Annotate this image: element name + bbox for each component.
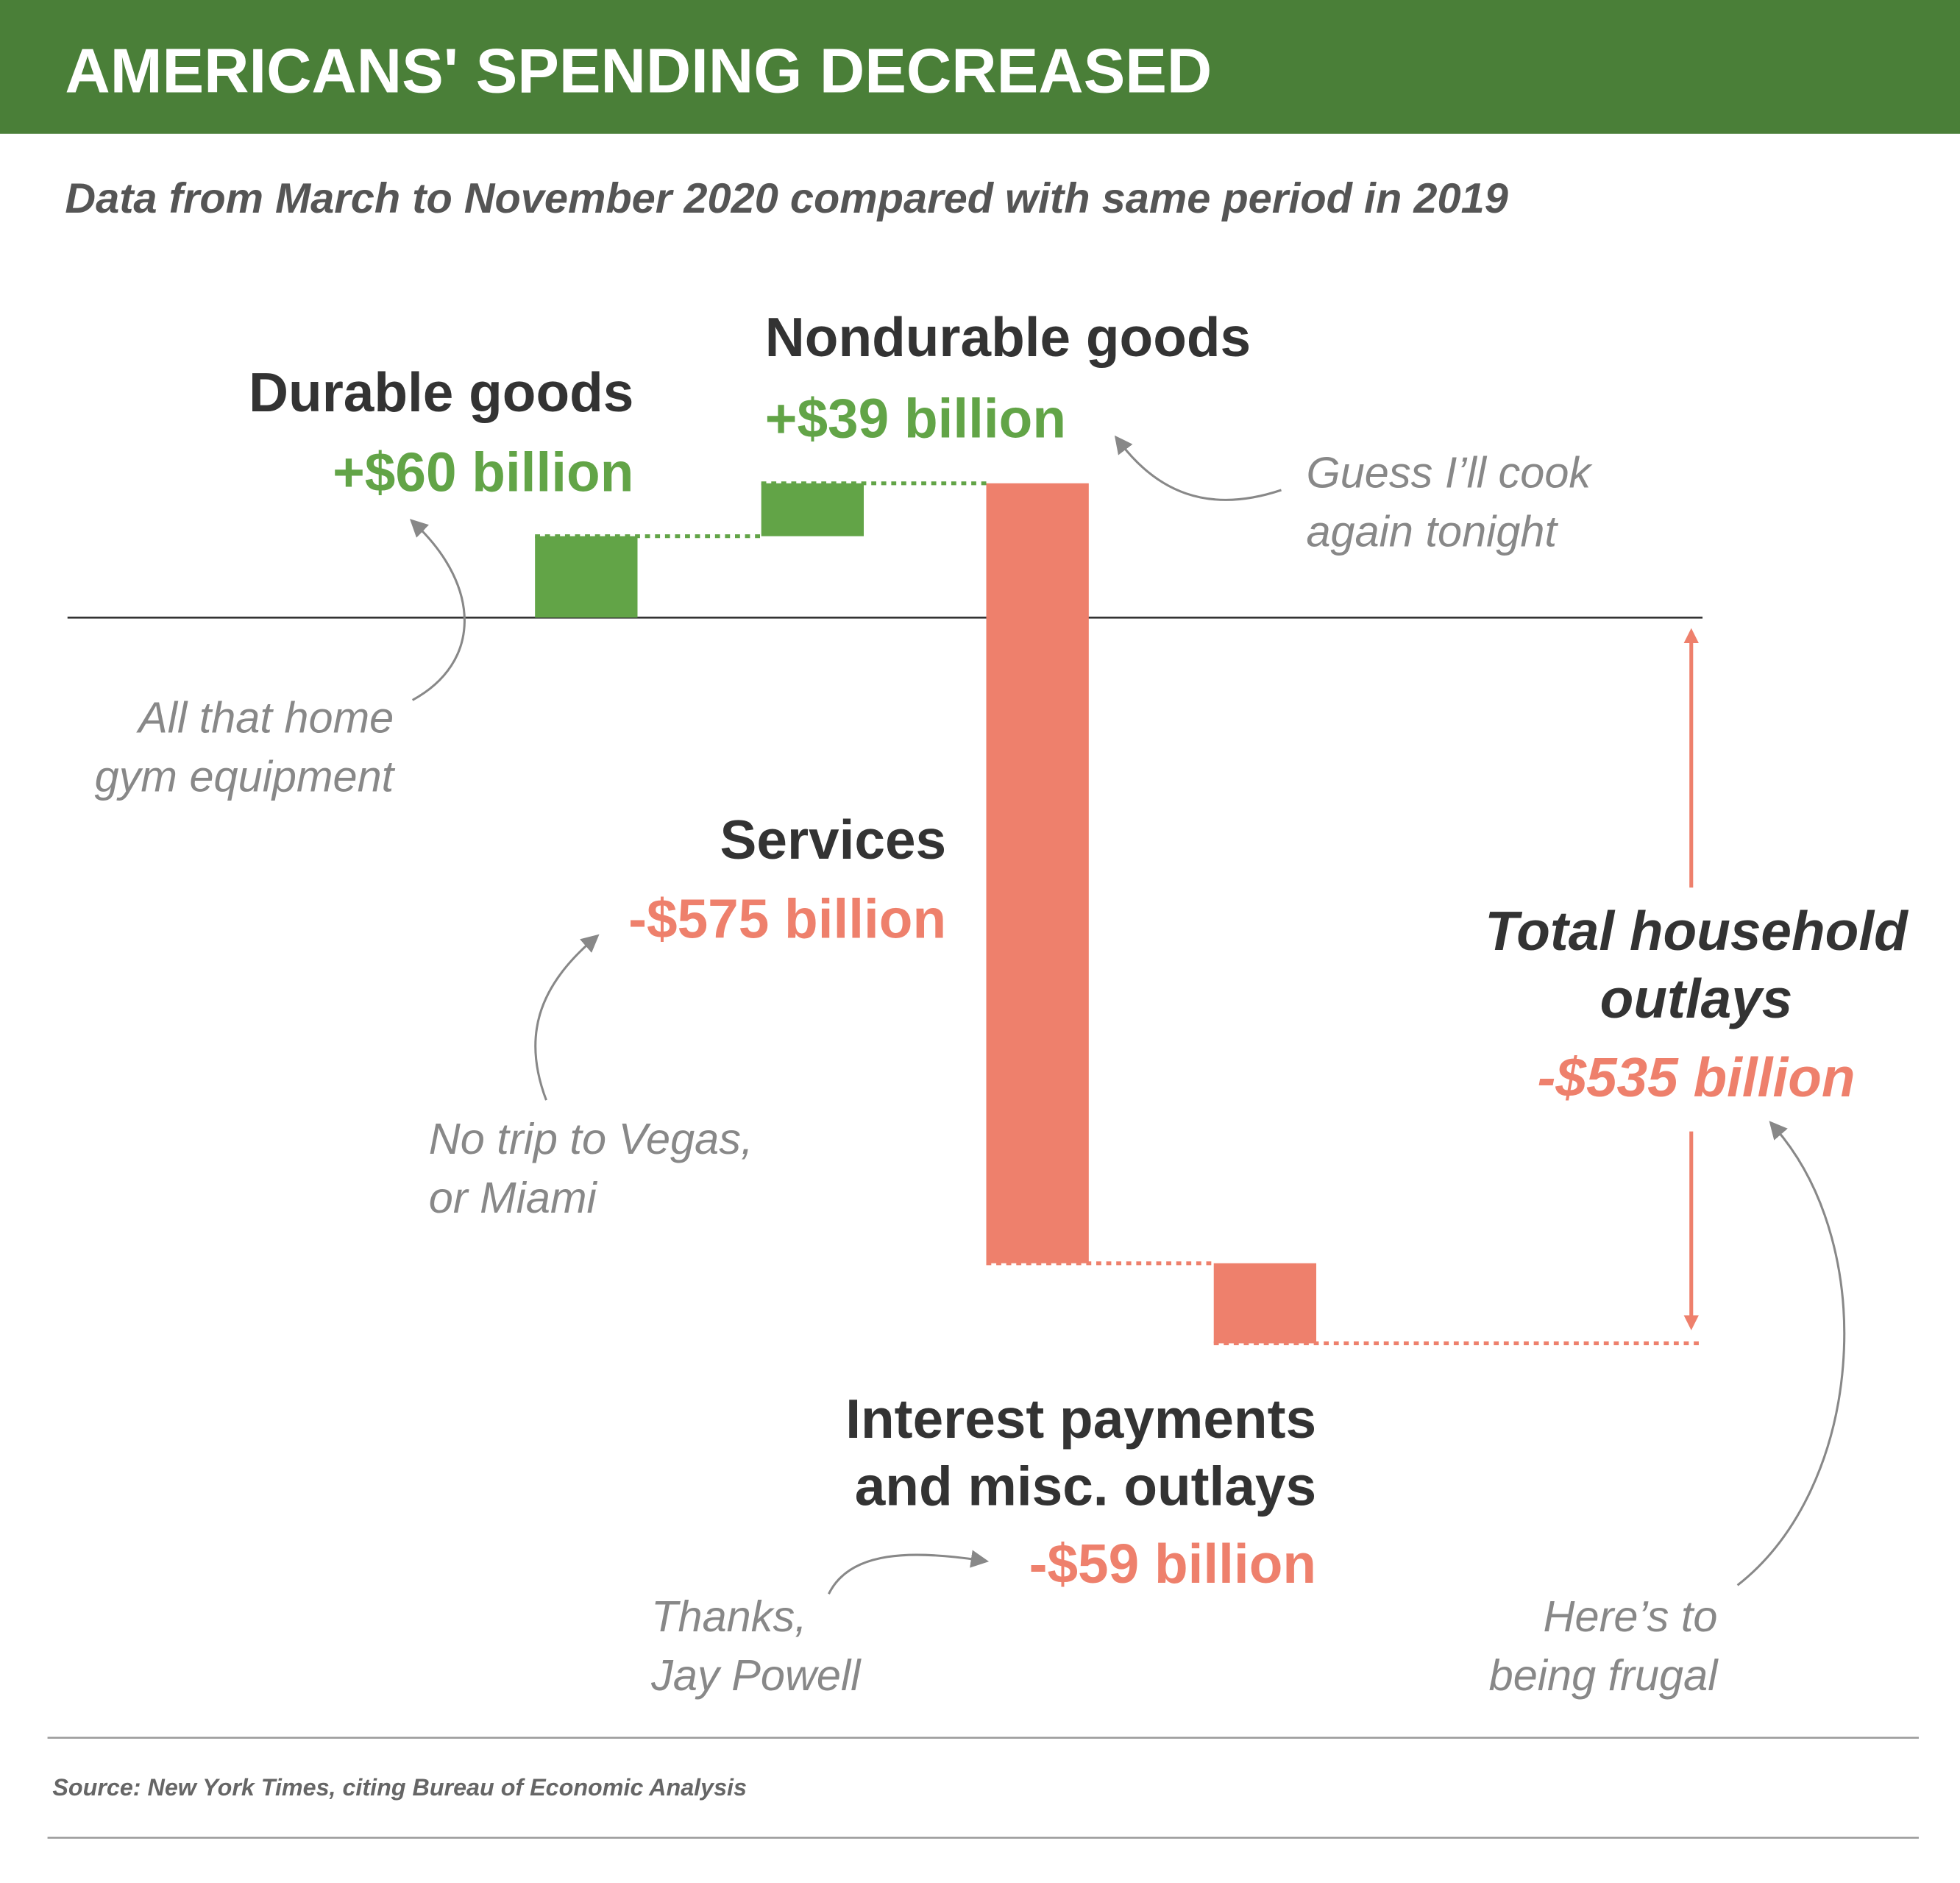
value-label: +$60 billion: [333, 442, 634, 504]
value-label: +$39 billion: [764, 389, 1067, 450]
source: Source: New York Times, citing Bureau of…: [52, 1775, 747, 1802]
category-label: Nondurable goods: [764, 307, 1251, 369]
annotation: No trip to Vegas, or Miami: [428, 1115, 753, 1223]
bar: [761, 483, 864, 536]
title-bar: [0, 0, 1960, 134]
value-label: -$59 billion: [1029, 1533, 1317, 1595]
total-value-label: -$535 billion: [1537, 1047, 1856, 1110]
category-label: Interest payments and misc. outlays: [845, 1389, 1317, 1518]
bar: [986, 483, 1089, 1263]
category-label: Services: [720, 809, 947, 872]
annotation-arrow: [1114, 435, 1282, 501]
category-label: Durable goods: [249, 362, 634, 424]
annotation-arrow: [828, 1550, 990, 1595]
value-label: -$575 billion: [628, 888, 947, 951]
annotation: Here’s to being frugal: [1488, 1592, 1718, 1701]
chart-title: AMERICANS' SPENDING DECREASED: [65, 36, 1212, 107]
annotation: Guess I’ll cook again tonight: [1306, 448, 1591, 557]
bar: [1213, 1263, 1317, 1344]
annotation-arrow: [409, 519, 466, 701]
chart-subtitle: Data from March to November 2020 compare…: [65, 174, 1508, 223]
annotation: Thanks, Jay Powell: [651, 1592, 861, 1701]
annotation-arrow: [1736, 1121, 1846, 1586]
bar: [535, 536, 638, 618]
total-label: Total household outlays: [1485, 901, 1908, 1030]
annotation-arrow: [534, 934, 600, 1101]
annotation: All that home gym equipment: [94, 693, 394, 802]
